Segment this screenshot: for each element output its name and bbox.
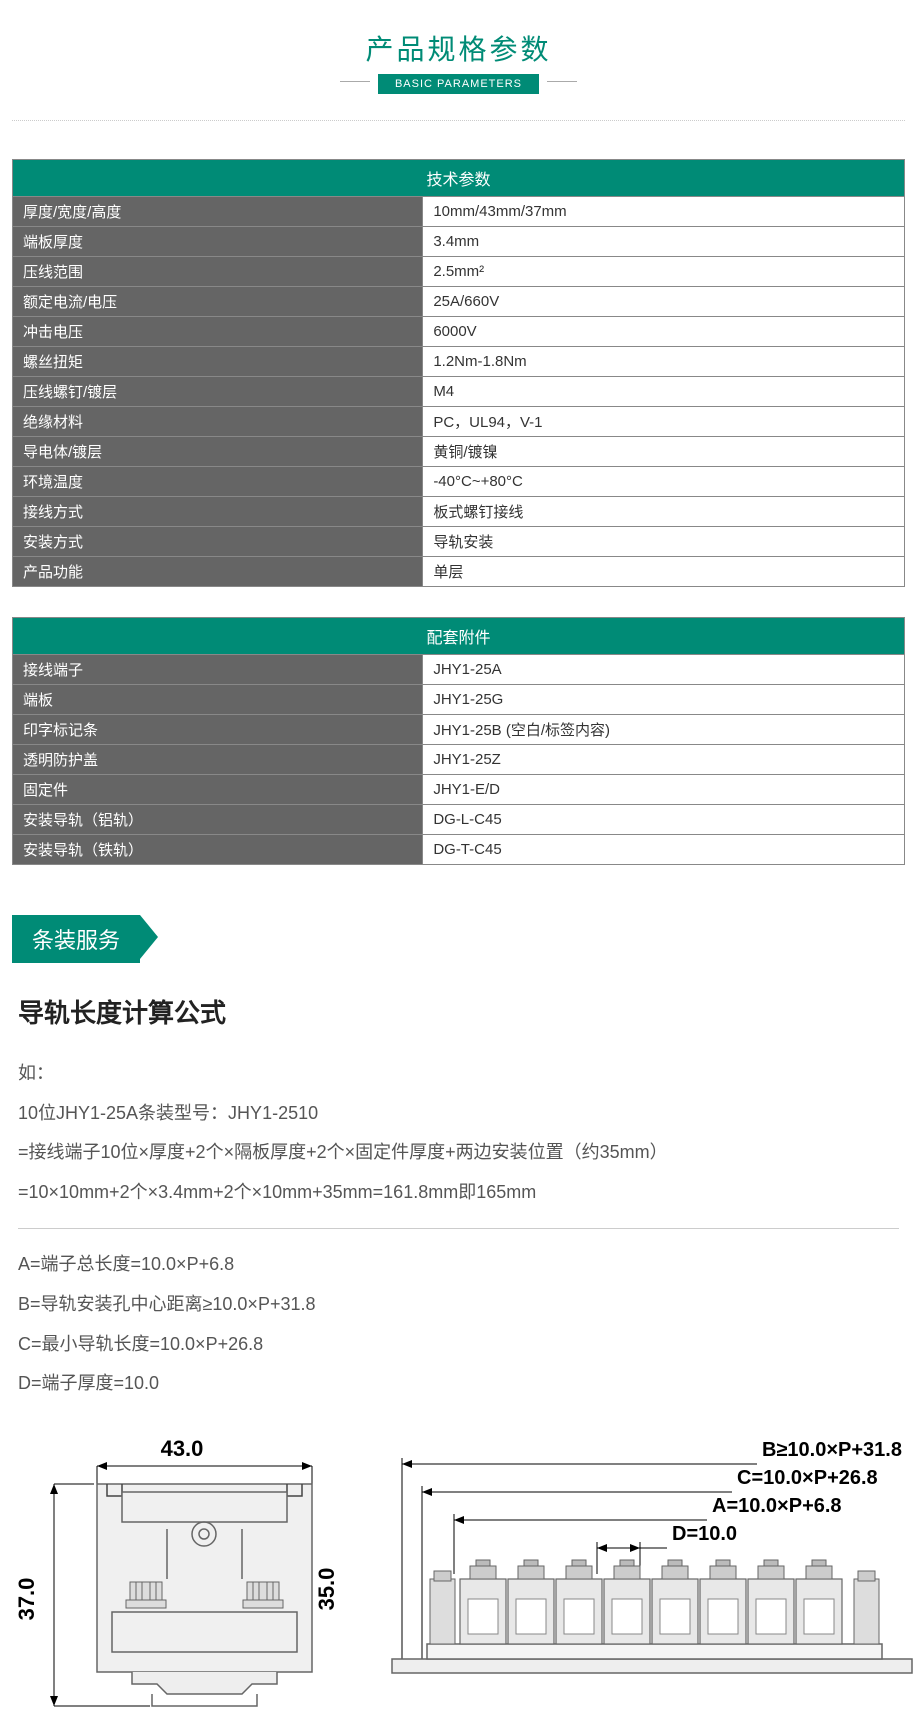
dim-A: A=10.0×P+6.8 (712, 1495, 842, 1517)
spec-label: 固定件 (13, 775, 423, 805)
page-subtitle: BASIC PARAMETERS (378, 74, 539, 94)
terminal-block (652, 1560, 698, 1644)
spec-value: DG-L-C45 (423, 805, 905, 835)
terminal-block (508, 1560, 554, 1644)
spec-label: 安装导轨（铁轨） (13, 835, 423, 865)
table-row: 安装方式导轨安装 (13, 527, 905, 557)
spec-value: JHY1-E/D (423, 775, 905, 805)
spec-label: 绝缘材料 (13, 407, 423, 437)
dim-B: B≥10.0×P+31.8 (762, 1439, 902, 1461)
spec-label: 印字标记条 (13, 715, 423, 745)
terminal-block (796, 1560, 842, 1644)
spec-label: 端板厚度 (13, 227, 423, 257)
dim-width: 43.0 (161, 1436, 204, 1461)
formula-lineC: C=最小导轨长度=10.0×P+26.8 (18, 1325, 899, 1365)
table-row: 接线方式板式螺钉接线 (13, 497, 905, 527)
dim-inner-height: 35.0 (314, 1567, 339, 1610)
formula-lineB: B=导轨安装孔中心距离≥10.0×P+31.8 (18, 1285, 899, 1325)
spec-value: 2.5mm² (423, 257, 905, 287)
table2-header: 配套附件 (13, 618, 905, 655)
formula-example2: =接线端子10位×厚度+2个×隔板厚度+2个×固定件厚度+两边安装位置（约35m… (18, 1133, 899, 1173)
spec-label: 厚度/宽度/高度 (13, 197, 423, 227)
formula-lineA: A=端子总长度=10.0×P+6.8 (18, 1245, 899, 1285)
spec-label: 接线方式 (13, 497, 423, 527)
spec-label: 冲击电压 (13, 317, 423, 347)
spec-label: 额定电流/电压 (13, 287, 423, 317)
spec-value: -40°C~+80°C (423, 467, 905, 497)
terminal-block (556, 1560, 602, 1644)
formula-example1: 10位JHY1-25A条装型号：JHY1-2510 (18, 1094, 899, 1134)
spec-label: 透明防护盖 (13, 745, 423, 775)
diagram-side-view: B≥10.0×P+31.8 C=10.0×P+26.8 A=10.0×P+6.8… (382, 1434, 917, 1714)
spec-value: PC，UL94，V-1 (423, 407, 905, 437)
spec-value: 25A/660V (423, 287, 905, 317)
spec-value: 黄铜/镀镍 (423, 437, 905, 467)
formula-title: 导轨长度计算公式 (18, 993, 899, 1030)
spec-value: 3.4mm (423, 227, 905, 257)
table-row: 固定件JHY1-E/D (13, 775, 905, 805)
table-row: 安装导轨（铁轨）DG-T-C45 (13, 835, 905, 865)
spec-label: 接线端子 (13, 655, 423, 685)
table-row: 额定电流/电压25A/660V (13, 287, 905, 317)
table-row: 安装导轨（铝轨）DG-L-C45 (13, 805, 905, 835)
table-row: 环境温度-40°C~+80°C (13, 467, 905, 497)
section-tag: 条装服务 (12, 915, 140, 963)
table-row: 接线端子JHY1-25A (13, 655, 905, 685)
table-row: 压线螺钉/镀层M4 (13, 377, 905, 407)
terminal-block (748, 1560, 794, 1644)
diagram-front-view: 43.0 (12, 1434, 352, 1714)
formula-divider (18, 1228, 899, 1229)
terminal-block (460, 1560, 506, 1644)
dim-D: D=10.0 (672, 1523, 737, 1545)
spec-value: 10mm/43mm/37mm (423, 197, 905, 227)
formula-example3: =10×10mm+2个×3.4mm+2个×10mm+35mm=161.8mm即1… (18, 1173, 899, 1213)
table-row: 压线范围2.5mm² (13, 257, 905, 287)
table-row: 螺丝扭矩1.2Nm-1.8Nm (13, 347, 905, 377)
table-row: 端板厚度3.4mm (13, 227, 905, 257)
formula-intro: 如： (18, 1054, 899, 1094)
spec-value: M4 (423, 377, 905, 407)
spec-label: 环境温度 (13, 467, 423, 497)
spec-value: 导轨安装 (423, 527, 905, 557)
spec-value: 单层 (423, 557, 905, 587)
table-row: 厚度/宽度/高度10mm/43mm/37mm (13, 197, 905, 227)
table-row: 透明防护盖JHY1-25Z (13, 745, 905, 775)
spec-label: 端板 (13, 685, 423, 715)
terminal-block (700, 1560, 746, 1644)
table-row: 端板JHY1-25G (13, 685, 905, 715)
spec-value: JHY1-25G (423, 685, 905, 715)
spec-table-2: 配套附件 接线端子JHY1-25A端板JHY1-25G印字标记条JHY1-25B… (12, 617, 905, 865)
dim-C: C=10.0×P+26.8 (737, 1467, 878, 1489)
spec-label: 压线螺钉/镀层 (13, 377, 423, 407)
terminal-block (604, 1560, 650, 1644)
spec-value: JHY1-25Z (423, 745, 905, 775)
page-title: 产品规格参数 (0, 28, 917, 68)
spec-label: 导电体/镀层 (13, 437, 423, 467)
table-row: 产品功能单层 (13, 557, 905, 587)
spec-value: DG-T-C45 (423, 835, 905, 865)
table1-header: 技术参数 (13, 160, 905, 197)
table-row: 导电体/镀层黄铜/镀镍 (13, 437, 905, 467)
spec-label: 产品功能 (13, 557, 423, 587)
spec-label: 安装导轨（铝轨） (13, 805, 423, 835)
table-row: 绝缘材料PC，UL94，V-1 (13, 407, 905, 437)
spec-value: 1.2Nm-1.8Nm (423, 347, 905, 377)
spec-value: 6000V (423, 317, 905, 347)
table-row: 冲击电压6000V (13, 317, 905, 347)
table-row: 印字标记条JHY1-25B (空白/标签内容) (13, 715, 905, 745)
spec-table-1: 技术参数 厚度/宽度/高度10mm/43mm/37mm端板厚度3.4mm压线范围… (12, 159, 905, 587)
spec-label: 安装方式 (13, 527, 423, 557)
spec-value: JHY1-25B (空白/标签内容) (423, 715, 905, 745)
dim-height: 37.0 (14, 1577, 39, 1620)
spec-label: 压线范围 (13, 257, 423, 287)
formula-lineD: D=端子厚度=10.0 (18, 1364, 899, 1404)
spec-value: 板式螺钉接线 (423, 497, 905, 527)
spec-label: 螺丝扭矩 (13, 347, 423, 377)
spec-value: JHY1-25A (423, 655, 905, 685)
